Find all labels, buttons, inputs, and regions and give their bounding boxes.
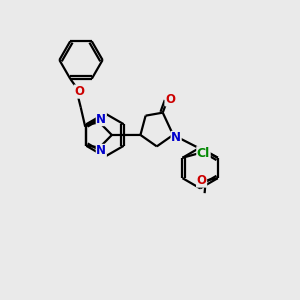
Text: O: O [74, 85, 84, 98]
Text: O: O [196, 174, 207, 187]
Text: Cl: Cl [197, 147, 210, 160]
Text: N: N [96, 144, 106, 158]
Text: N: N [96, 112, 106, 126]
Text: O: O [165, 93, 175, 106]
Text: N: N [171, 131, 181, 145]
